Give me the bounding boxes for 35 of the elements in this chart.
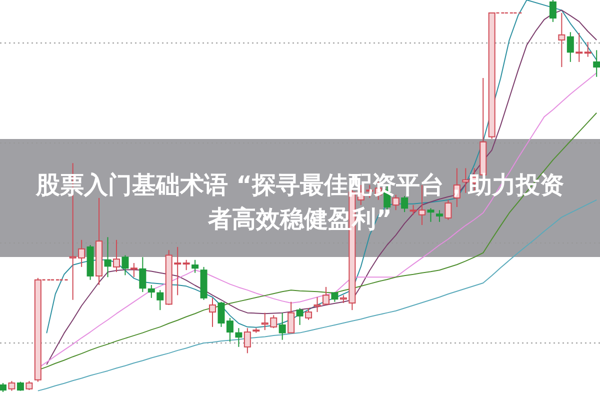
candlestick — [331, 292, 338, 302]
candlestick — [235, 328, 242, 348]
candlestick — [192, 259, 199, 274]
candlestick — [296, 308, 304, 326]
candlestick — [314, 296, 321, 313]
candlestick — [8, 380, 16, 392]
candlestick — [218, 301, 225, 328]
candlestick — [401, 196, 408, 213]
candlestick — [104, 236, 112, 278]
candlestick — [584, 41, 592, 58]
candlestick — [122, 254, 129, 276]
candlestick — [156, 290, 164, 311]
candlestick — [226, 317, 234, 342]
candlestick — [436, 210, 443, 222]
candlestick — [112, 239, 120, 273]
candlestick — [209, 297, 216, 328]
candlestick — [322, 286, 330, 306]
candlestick — [182, 259, 190, 271]
candlestick — [558, 12, 566, 68]
candlestick — [16, 381, 24, 392]
candlestick — [566, 32, 574, 62]
candlestick — [244, 328, 251, 354]
candlestick — [427, 208, 434, 222]
candlestick — [130, 262, 138, 278]
candlestick — [576, 32, 583, 62]
candlestick — [148, 284, 155, 298]
candlestick — [278, 312, 286, 340]
candlestick — [305, 308, 312, 320]
candlestick — [0, 382, 6, 392]
candlestick — [444, 199, 452, 220]
candlestick — [549, 0, 556, 22]
candlestick — [139, 256, 146, 293]
candlestick — [26, 380, 33, 391]
candlestick — [288, 301, 295, 334]
candlestick — [593, 50, 600, 78]
